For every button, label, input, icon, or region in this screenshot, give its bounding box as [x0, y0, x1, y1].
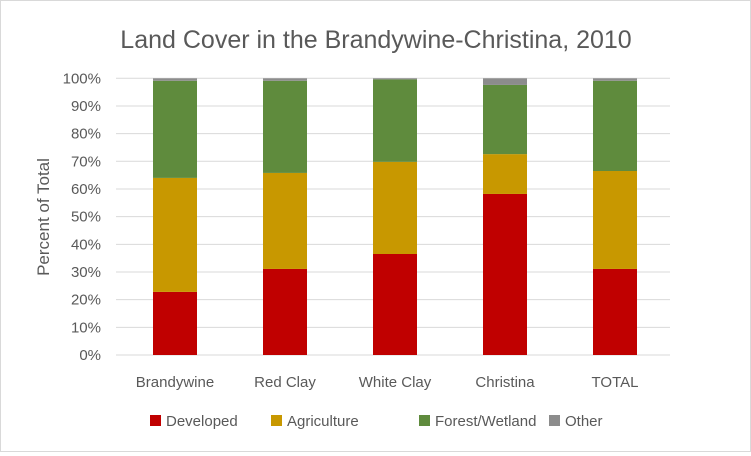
- chart-title: Land Cover in the Brandywine-Christina, …: [120, 26, 631, 54]
- bar-developed-white-clay: [373, 254, 417, 355]
- bar-agriculture-white-clay: [373, 161, 417, 255]
- bar-forest-wetland-total: [593, 80, 637, 171]
- bar-forest-wetland-brandywine: [153, 80, 197, 178]
- bar-agriculture-christina: [483, 154, 527, 194]
- y-tick-label: 50%: [71, 209, 101, 226]
- y-tick-label: 40%: [71, 236, 101, 253]
- y-tick-label: 10%: [71, 319, 101, 336]
- bar-other-white-clay: [373, 78, 417, 80]
- bar-forest-wetland-christina: [483, 84, 527, 155]
- legend-label: Other: [565, 413, 603, 430]
- bar-agriculture-brandywine: [153, 177, 197, 292]
- x-tick-label: Red Clay: [254, 374, 316, 391]
- bar-developed-red-clay: [263, 268, 307, 355]
- legend-label: Developed: [166, 413, 238, 430]
- x-tick-label: Christina: [475, 374, 535, 391]
- bar-forest-wetland-white-clay: [373, 79, 417, 162]
- y-tick-label: 60%: [71, 181, 101, 198]
- bar-other-red-clay: [263, 78, 307, 81]
- y-axis-label: Percent of Total: [34, 158, 53, 276]
- y-tick-label: 100%: [63, 70, 101, 87]
- bar-agriculture-red-clay: [263, 172, 307, 269]
- bar-agriculture-total: [593, 170, 637, 269]
- x-tick-label: White Clay: [359, 374, 432, 391]
- bar-developed-brandywine: [153, 291, 197, 355]
- y-tick-label: 30%: [71, 264, 101, 281]
- bar-other-christina: [483, 78, 527, 85]
- y-tick-label: 20%: [71, 292, 101, 309]
- y-tick-label: 80%: [71, 126, 101, 143]
- legend-swatch: [271, 415, 282, 426]
- x-tick-label: Brandywine: [136, 374, 214, 391]
- y-tick-label: 90%: [71, 98, 101, 115]
- y-tick-label: 70%: [71, 153, 101, 170]
- bar-other-total: [593, 78, 637, 81]
- bar-developed-christina: [483, 193, 527, 355]
- bar-developed-total: [593, 268, 637, 355]
- x-tick-label: TOTAL: [592, 374, 639, 391]
- bar-forest-wetland-red-clay: [263, 80, 307, 173]
- legend-label: Forest/Wetland: [435, 413, 536, 430]
- legend-swatch: [419, 415, 430, 426]
- legend-swatch: [549, 415, 560, 426]
- bar-other-brandywine: [153, 78, 197, 81]
- y-tick-label: 0%: [79, 347, 101, 364]
- legend-swatch: [150, 415, 161, 426]
- legend-label: Agriculture: [287, 413, 359, 430]
